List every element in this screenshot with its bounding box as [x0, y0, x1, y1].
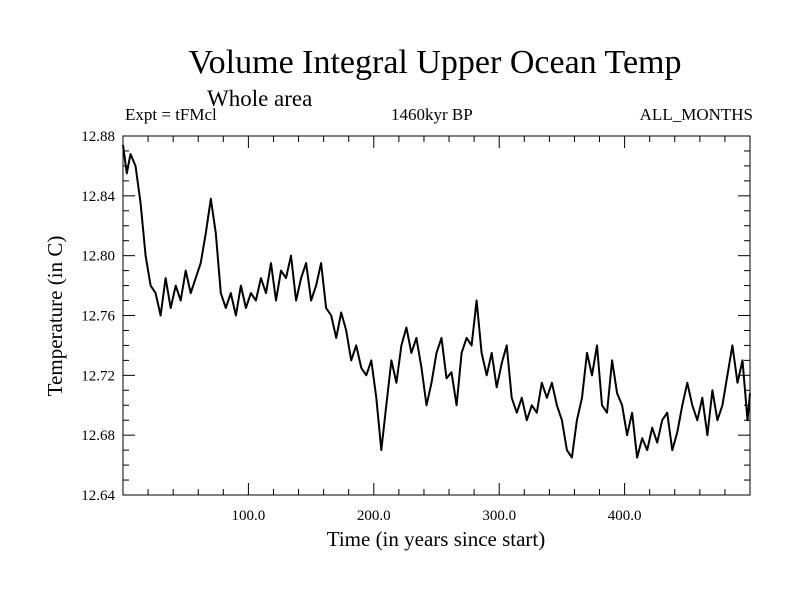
x-axis-label: Time (in years since start): [327, 527, 546, 551]
x-tick-label: 100.0: [232, 508, 266, 524]
chart-subtitle: Whole area: [207, 86, 313, 111]
y-tick-label: 12.76: [81, 309, 115, 325]
axis-ticks: 100.0 200.0 300.0 400.0 12.64 12.68 12.72 12.76…: [81, 129, 750, 524]
x-tick-label: 300.0: [482, 508, 516, 524]
y-tick-label: 12.88: [81, 129, 115, 145]
series-line: [122, 144, 751, 459]
chart-title: Volume Integral Upper Ocean Temp: [188, 44, 682, 81]
y-tick-label: 12.64: [81, 488, 115, 504]
y-axis-label: Temperature (in C): [43, 236, 67, 397]
y-tick-label: 12.84: [81, 189, 115, 205]
y-tick-label: 12.68: [81, 428, 115, 444]
x-tick-label: 200.0: [357, 508, 391, 524]
experiment-label: Expt = tFMcl: [125, 105, 217, 124]
months-label: ALL_MONTHS: [639, 105, 753, 124]
period-label: 1460kyr BP: [391, 105, 473, 124]
y-tick-label: 12.80: [81, 249, 115, 265]
x-tick-label: 400.0: [608, 508, 642, 524]
series-group: [122, 144, 751, 459]
y-tick-label: 12.72: [81, 368, 115, 384]
